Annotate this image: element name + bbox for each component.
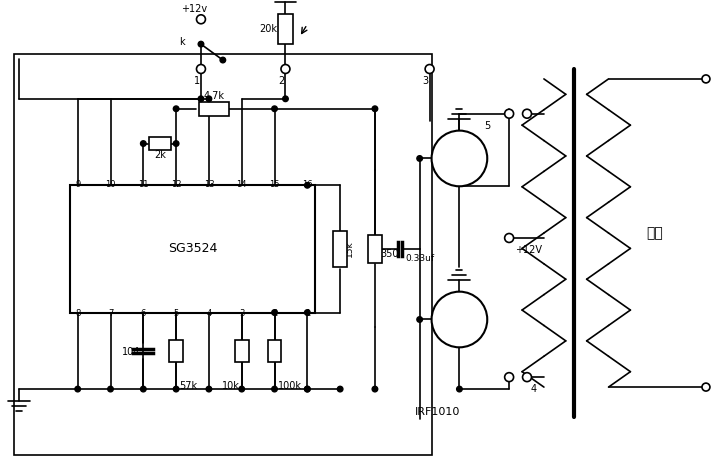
Circle shape: [206, 96, 212, 102]
Bar: [278, 15, 294, 44]
Circle shape: [372, 106, 378, 111]
Circle shape: [505, 373, 513, 381]
Text: 4: 4: [207, 308, 212, 317]
Bar: [14, 54, 431, 455]
Text: 3: 3: [239, 308, 244, 317]
Circle shape: [457, 386, 463, 392]
Bar: [199, 102, 229, 116]
Circle shape: [272, 386, 277, 392]
Circle shape: [372, 386, 378, 392]
Circle shape: [417, 317, 423, 322]
Text: 57k: 57k: [179, 381, 197, 391]
Circle shape: [702, 75, 710, 83]
Circle shape: [304, 386, 310, 392]
Text: 104: 104: [122, 347, 141, 357]
Text: ↑: ↑: [458, 308, 466, 319]
Text: 7: 7: [108, 308, 113, 317]
Circle shape: [505, 234, 513, 242]
Text: 20k: 20k: [260, 24, 278, 34]
Text: SG3524: SG3524: [167, 242, 217, 256]
Circle shape: [75, 386, 80, 392]
Text: 2: 2: [278, 76, 285, 86]
Text: 输出: 输出: [646, 226, 663, 240]
Circle shape: [196, 15, 205, 24]
Circle shape: [523, 373, 531, 381]
Circle shape: [173, 386, 179, 392]
Text: 11: 11: [138, 180, 149, 190]
Text: 8: 8: [75, 308, 80, 317]
Circle shape: [431, 131, 487, 186]
Text: TY: TY: [452, 314, 466, 324]
Circle shape: [283, 96, 289, 102]
Text: 13: 13: [204, 180, 214, 190]
Text: 2k: 2k: [154, 151, 165, 161]
Circle shape: [702, 383, 710, 391]
Text: +12V: +12V: [515, 245, 542, 255]
Circle shape: [220, 57, 225, 63]
Bar: [268, 340, 281, 362]
Bar: [334, 231, 347, 267]
Bar: [149, 137, 170, 151]
Circle shape: [141, 386, 146, 392]
Bar: [169, 340, 183, 362]
Text: 0.33uf: 0.33uf: [406, 254, 435, 263]
Circle shape: [523, 109, 531, 118]
Text: 100k: 100k: [278, 381, 302, 391]
Text: ↑: ↑: [458, 147, 466, 158]
Text: 1: 1: [304, 308, 310, 317]
Circle shape: [173, 141, 179, 146]
Circle shape: [304, 183, 310, 188]
Text: 1: 1: [194, 76, 200, 86]
Text: 9: 9: [75, 180, 80, 190]
Text: 10: 10: [105, 180, 116, 190]
Text: 4: 4: [531, 384, 537, 394]
Circle shape: [108, 386, 113, 392]
Text: 6: 6: [141, 308, 146, 317]
Text: 12: 12: [171, 180, 181, 190]
Circle shape: [337, 386, 343, 392]
Circle shape: [505, 109, 513, 118]
Circle shape: [196, 65, 205, 73]
Bar: [235, 340, 249, 362]
Text: 5: 5: [173, 308, 179, 317]
Text: 16: 16: [302, 180, 312, 190]
Text: k: k: [179, 37, 185, 47]
Circle shape: [304, 386, 310, 392]
Text: 15k: 15k: [345, 241, 354, 257]
Text: +12v: +12v: [181, 4, 207, 15]
Circle shape: [198, 41, 204, 47]
Bar: [368, 235, 382, 263]
Circle shape: [272, 310, 277, 315]
Circle shape: [304, 310, 310, 315]
Circle shape: [417, 156, 423, 161]
Bar: [70, 185, 315, 313]
Circle shape: [272, 106, 277, 111]
Text: 15: 15: [269, 180, 280, 190]
Text: 10k: 10k: [222, 381, 240, 391]
Circle shape: [281, 65, 290, 73]
Text: 3: 3: [423, 76, 428, 86]
Text: IRF1010: IRF1010: [415, 407, 460, 417]
Text: 2: 2: [272, 308, 277, 317]
Circle shape: [206, 386, 212, 392]
Circle shape: [141, 141, 146, 146]
Circle shape: [431, 292, 487, 347]
Text: 350: 350: [380, 249, 399, 259]
Text: 14: 14: [236, 180, 247, 190]
Circle shape: [425, 65, 434, 73]
Text: TY: TY: [452, 154, 466, 163]
Text: 4.7k: 4.7k: [204, 91, 224, 101]
Circle shape: [239, 386, 244, 392]
Text: 5: 5: [484, 121, 491, 131]
Circle shape: [173, 106, 179, 111]
Circle shape: [198, 96, 204, 102]
